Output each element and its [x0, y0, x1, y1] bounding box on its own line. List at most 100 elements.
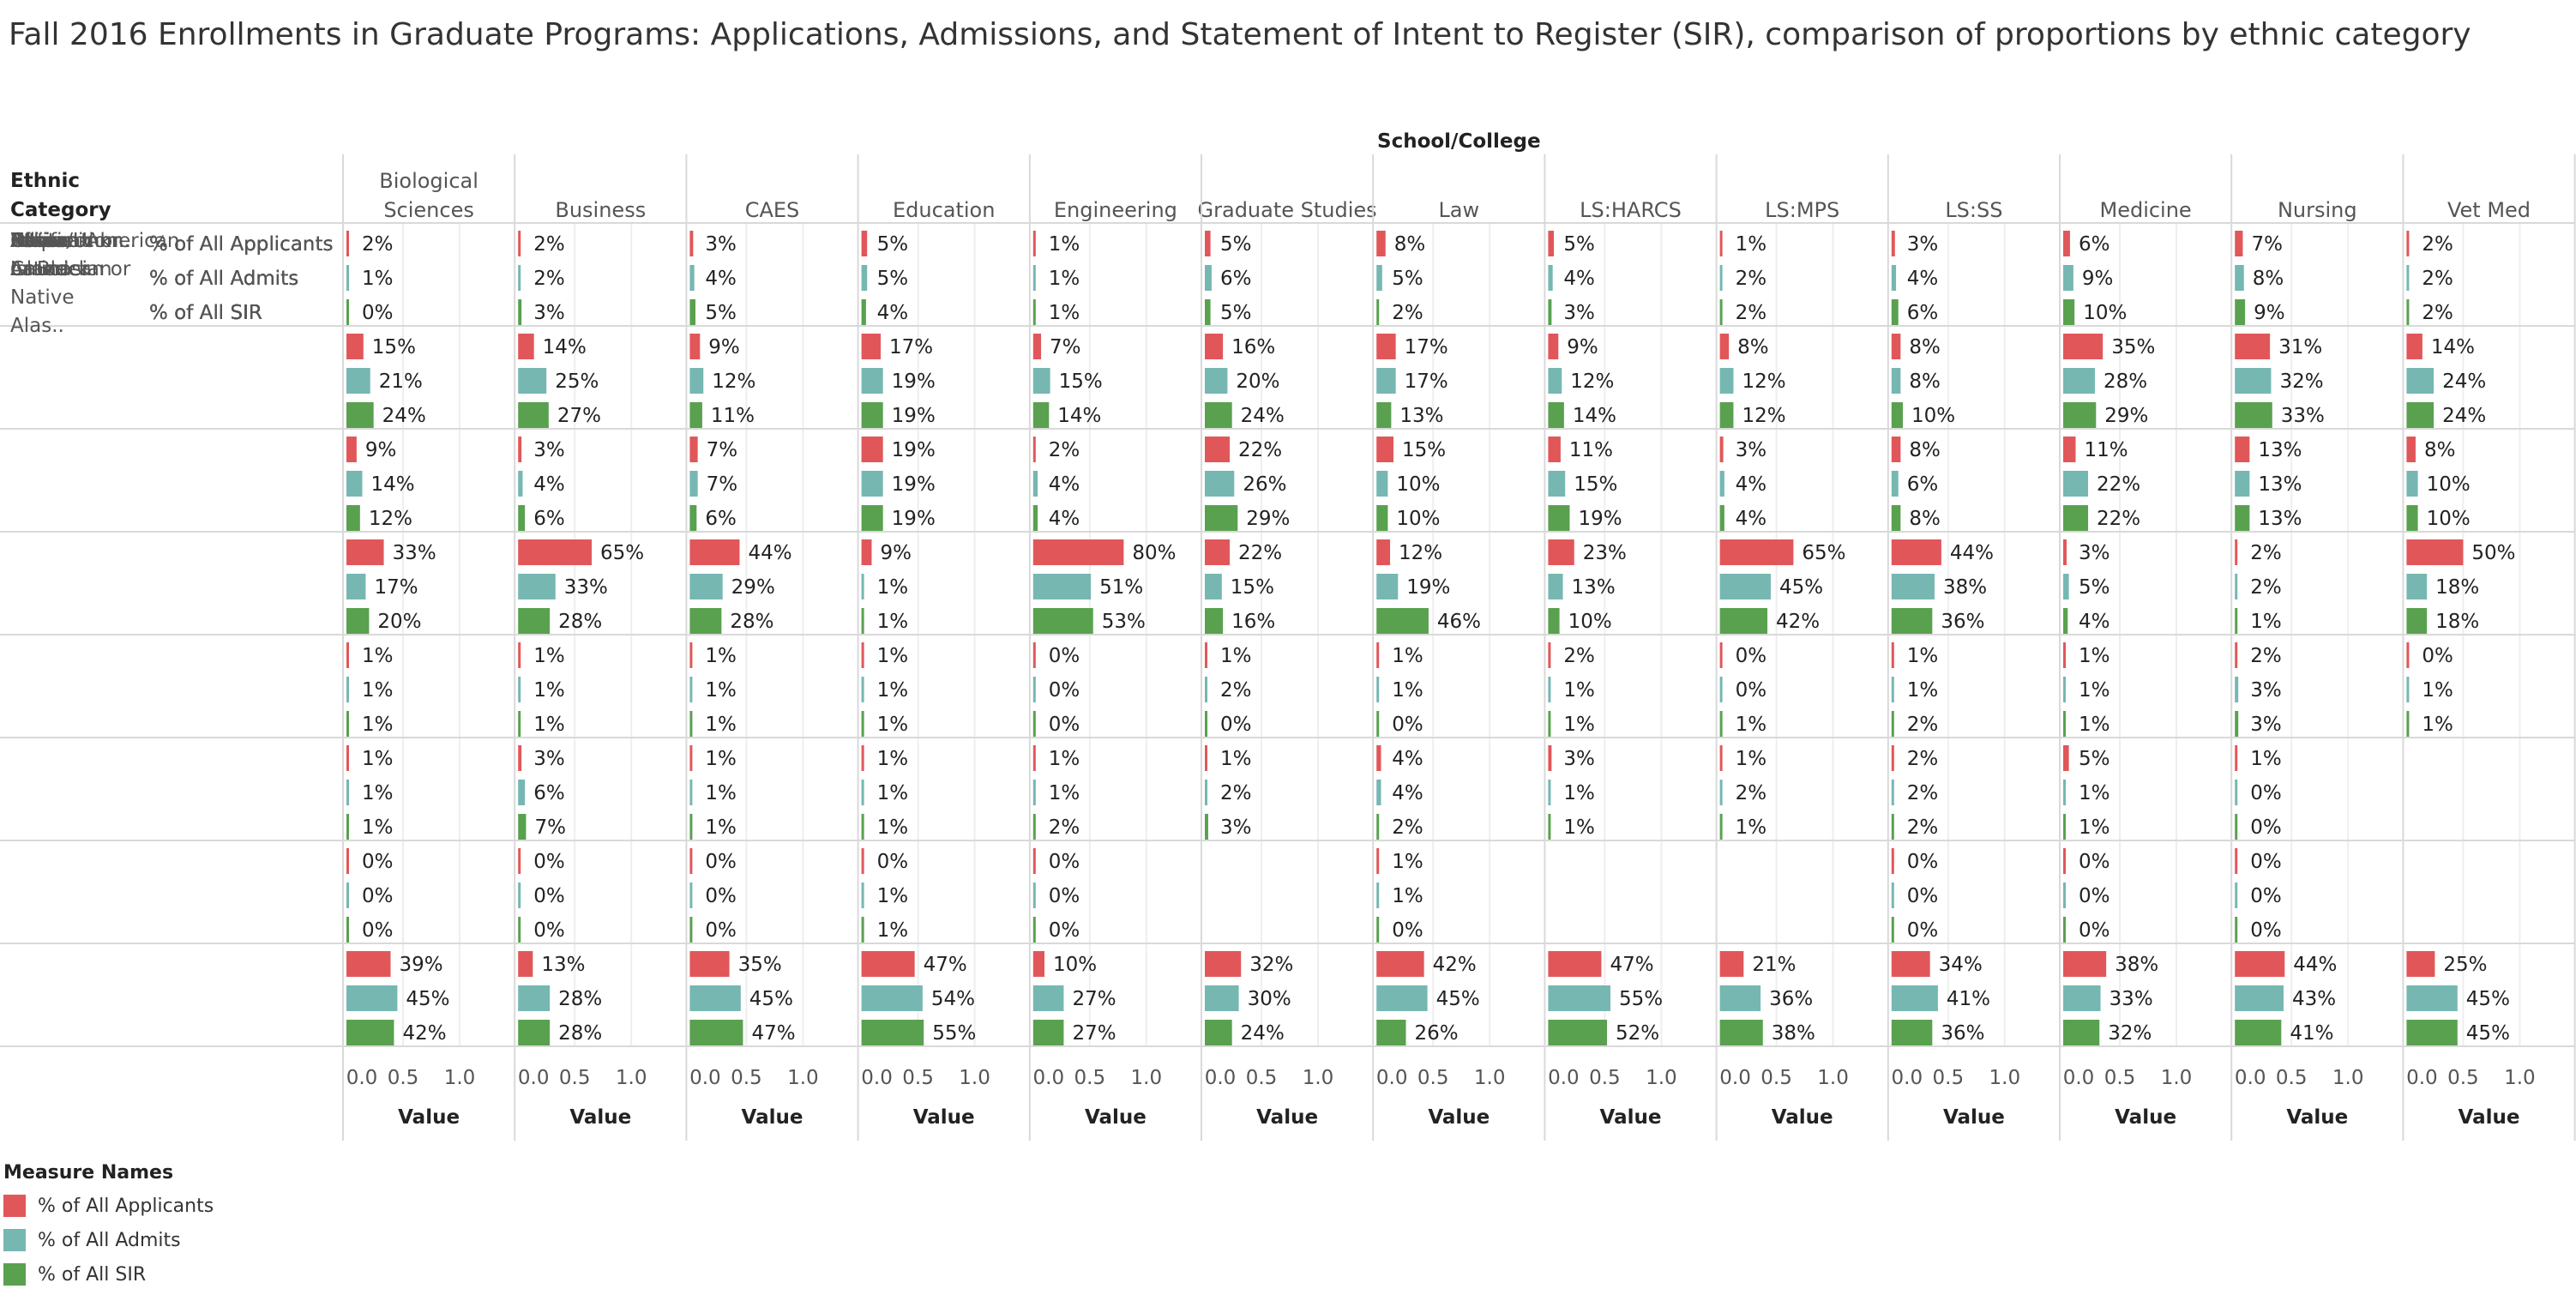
bar-internation-engineering-of-all-admits[interactable]	[1032, 574, 1092, 599]
bar-white-or-caucasian-caes-of-all-applicants[interactable]	[689, 951, 730, 977]
bar-pacific-islander-business-of-all-applicants[interactable]	[518, 848, 521, 874]
bar-hispanic-or-latino-law-of-all-admits[interactable]	[1376, 471, 1388, 497]
bar-african-american-or-black-medicine-of-all-admits[interactable]	[2063, 265, 2073, 291]
bar-hispanic-or-latino-caes-of-all-applicants[interactable]	[689, 437, 698, 462]
bar-other-unkn-biological-sciences-of-all-admits[interactable]	[346, 780, 349, 805]
bar-african-american-or-black-engineering-of-all-sir[interactable]	[1032, 299, 1036, 325]
bar-other-unkn-law-of-all-sir[interactable]	[1376, 814, 1380, 840]
bar-native-american-or-native-alas-engineering-of-all-sir[interactable]	[1032, 711, 1036, 737]
bar-asian-ls-harcs-of-all-sir[interactable]	[1548, 402, 1564, 428]
bar-pacific-islander-education-of-all-admits[interactable]	[861, 882, 864, 908]
bar-pacific-islander-law-of-all-applicants[interactable]	[1376, 848, 1380, 874]
bar-african-american-or-black-biological-sciences-of-all-admits[interactable]	[346, 265, 349, 291]
bar-native-american-or-native-alas-engineering-of-all-admits[interactable]	[1032, 677, 1036, 702]
bar-other-unkn-ls-mps-of-all-applicants[interactable]	[1719, 745, 1723, 771]
bar-internation-medicine-of-all-sir[interactable]	[2063, 608, 2068, 634]
bar-pacific-islander-biological-sciences-of-all-applicants[interactable]	[346, 848, 349, 874]
bar-white-or-caucasian-ls-mps-of-all-sir[interactable]	[1719, 1020, 1763, 1045]
bar-native-american-or-native-alas-engineering-of-all-applicants[interactable]	[1032, 642, 1036, 668]
bar-other-unkn-nursing-of-all-applicants[interactable]	[2235, 745, 2238, 771]
bar-asian-education-of-all-applicants[interactable]	[861, 334, 882, 359]
bar-asian-biological-sciences-of-all-sir[interactable]	[346, 402, 374, 428]
bar-internation-business-of-all-sir[interactable]	[518, 608, 551, 634]
bar-native-american-or-native-alas-ls-harcs-of-all-sir[interactable]	[1548, 711, 1551, 737]
bar-asian-engineering-of-all-applicants[interactable]	[1032, 334, 1042, 359]
bar-native-american-or-native-alas-graduate-studies-of-all-applicants[interactable]	[1205, 642, 1207, 668]
bar-native-american-or-native-alas-ls-mps-of-all-applicants[interactable]	[1719, 642, 1723, 668]
bar-asian-nursing-of-all-admits[interactable]	[2235, 368, 2272, 394]
bar-hispanic-or-latino-education-of-all-sir[interactable]	[861, 505, 883, 531]
bar-hispanic-or-latino-vet-med-of-all-admits[interactable]	[2406, 471, 2418, 497]
bar-white-or-caucasian-medicine-of-all-applicants[interactable]	[2063, 951, 2107, 977]
bar-asian-ls-mps-of-all-sir[interactable]	[1719, 402, 1734, 428]
bar-pacific-islander-ls-ss-of-all-applicants[interactable]	[1891, 848, 1894, 874]
bar-other-unkn-ls-harcs-of-all-admits[interactable]	[1548, 780, 1551, 805]
bar-native-american-or-native-alas-ls-ss-of-all-applicants[interactable]	[1891, 642, 1894, 668]
bar-asian-medicine-of-all-sir[interactable]	[2063, 402, 2097, 428]
bar-internation-education-of-all-applicants[interactable]	[861, 539, 872, 565]
bar-pacific-islander-business-of-all-sir[interactable]	[518, 917, 521, 943]
bar-white-or-caucasian-ls-ss-of-all-sir[interactable]	[1891, 1020, 1933, 1045]
bar-internation-nursing-of-all-admits[interactable]	[2235, 574, 2238, 599]
bar-native-american-or-native-alas-business-of-all-sir[interactable]	[518, 711, 521, 737]
bar-native-american-or-native-alas-vet-med-of-all-sir[interactable]	[2406, 711, 2410, 737]
bar-other-unkn-education-of-all-sir[interactable]	[861, 814, 864, 840]
bar-african-american-or-black-ls-mps-of-all-applicants[interactable]	[1719, 231, 1723, 256]
bar-native-american-or-native-alas-education-of-all-sir[interactable]	[861, 711, 864, 737]
bar-pacific-islander-law-of-all-sir[interactable]	[1376, 917, 1380, 943]
bar-hispanic-or-latino-ls-ss-of-all-sir[interactable]	[1891, 505, 1901, 531]
bar-pacific-islander-law-of-all-admits[interactable]	[1376, 882, 1380, 908]
bar-internation-ls-mps-of-all-admits[interactable]	[1719, 574, 1771, 599]
bar-african-american-or-black-biological-sciences-of-all-applicants[interactable]	[346, 231, 349, 256]
bar-hispanic-or-latino-business-of-all-admits[interactable]	[518, 471, 523, 497]
bar-hispanic-or-latino-graduate-studies-of-all-admits[interactable]	[1205, 471, 1235, 497]
bar-other-unkn-business-of-all-sir[interactable]	[518, 814, 527, 840]
bar-internation-caes-of-all-admits[interactable]	[689, 574, 723, 599]
legend-item-admits[interactable]: % of All Admits	[3, 1223, 214, 1257]
bar-asian-biological-sciences-of-all-admits[interactable]	[346, 368, 370, 394]
bar-other-unkn-engineering-of-all-admits[interactable]	[1032, 780, 1036, 805]
bar-pacific-islander-engineering-of-all-sir[interactable]	[1032, 917, 1036, 943]
bar-hispanic-or-latino-education-of-all-applicants[interactable]	[861, 437, 883, 462]
bar-hispanic-or-latino-caes-of-all-admits[interactable]	[689, 471, 698, 497]
bar-internation-nursing-of-all-applicants[interactable]	[2235, 539, 2238, 565]
bar-pacific-islander-nursing-of-all-applicants[interactable]	[2235, 848, 2238, 874]
bar-other-unkn-education-of-all-applicants[interactable]	[861, 745, 864, 771]
bar-white-or-caucasian-graduate-studies-of-all-admits[interactable]	[1205, 985, 1239, 1011]
bar-white-or-caucasian-engineering-of-all-admits[interactable]	[1032, 985, 1064, 1011]
bar-hispanic-or-latino-biological-sciences-of-all-applicants[interactable]	[346, 437, 357, 462]
bar-pacific-islander-caes-of-all-admits[interactable]	[689, 882, 693, 908]
bar-native-american-or-native-alas-business-of-all-applicants[interactable]	[518, 642, 521, 668]
bar-other-unkn-medicine-of-all-admits[interactable]	[2063, 780, 2066, 805]
bar-asian-business-of-all-sir[interactable]	[518, 402, 549, 428]
bar-white-or-caucasian-education-of-all-admits[interactable]	[861, 985, 923, 1011]
bar-asian-ls-mps-of-all-admits[interactable]	[1719, 368, 1734, 394]
bar-hispanic-or-latino-medicine-of-all-applicants[interactable]	[2063, 437, 2076, 462]
bar-internation-business-of-all-applicants[interactable]	[518, 539, 592, 565]
bar-internation-ls-mps-of-all-applicants[interactable]	[1719, 539, 1794, 565]
bar-white-or-caucasian-nursing-of-all-applicants[interactable]	[2235, 951, 2285, 977]
bar-other-unkn-ls-ss-of-all-applicants[interactable]	[1891, 745, 1894, 771]
bar-white-or-caucasian-biological-sciences-of-all-applicants[interactable]	[346, 951, 391, 977]
bar-asian-ls-ss-of-all-applicants[interactable]	[1891, 334, 1901, 359]
bar-native-american-or-native-alas-biological-sciences-of-all-admits[interactable]	[346, 677, 349, 702]
bar-african-american-or-black-nursing-of-all-sir[interactable]	[2235, 299, 2246, 325]
bar-hispanic-or-latino-ls-mps-of-all-admits[interactable]	[1719, 471, 1724, 497]
bar-asian-law-of-all-admits[interactable]	[1376, 368, 1396, 394]
bar-african-american-or-black-graduate-studies-of-all-sir[interactable]	[1205, 299, 1211, 325]
bar-asian-caes-of-all-applicants[interactable]	[689, 334, 701, 359]
bar-asian-business-of-all-applicants[interactable]	[518, 334, 534, 359]
bar-native-american-or-native-alas-ls-harcs-of-all-applicants[interactable]	[1548, 642, 1551, 668]
bar-white-or-caucasian-caes-of-all-sir[interactable]	[689, 1020, 743, 1045]
bar-hispanic-or-latino-business-of-all-applicants[interactable]	[518, 437, 522, 462]
bar-other-unkn-nursing-of-all-admits[interactable]	[2235, 780, 2238, 805]
bar-african-american-or-black-medicine-of-all-sir[interactable]	[2063, 299, 2075, 325]
bar-african-american-or-black-graduate-studies-of-all-applicants[interactable]	[1205, 231, 1211, 256]
bar-hispanic-or-latino-nursing-of-all-applicants[interactable]	[2235, 437, 2250, 462]
bar-native-american-or-native-alas-ls-mps-of-all-sir[interactable]	[1719, 711, 1723, 737]
bar-white-or-caucasian-education-of-all-sir[interactable]	[861, 1020, 924, 1045]
bar-other-unkn-business-of-all-applicants[interactable]	[518, 745, 522, 771]
bar-white-or-caucasian-caes-of-all-admits[interactable]	[689, 985, 741, 1011]
bar-native-american-or-native-alas-ls-harcs-of-all-admits[interactable]	[1548, 677, 1551, 702]
bar-asian-graduate-studies-of-all-applicants[interactable]	[1205, 334, 1224, 359]
